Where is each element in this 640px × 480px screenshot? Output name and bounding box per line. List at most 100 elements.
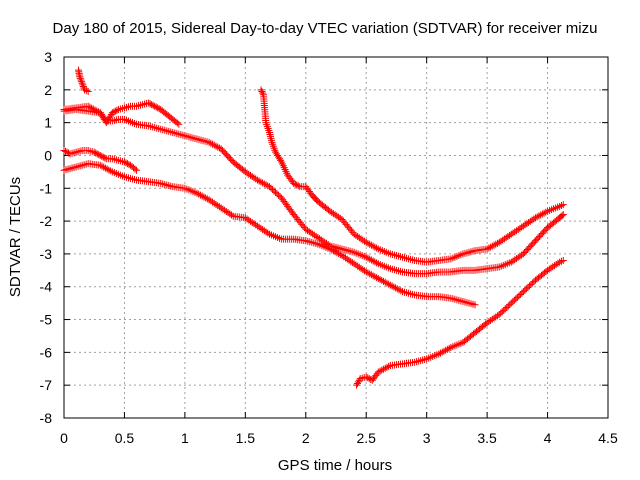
data-point-marker xyxy=(63,148,71,156)
data-point-marker xyxy=(498,308,506,316)
data-point-marker xyxy=(385,362,393,370)
data-point-marker xyxy=(556,258,564,266)
data-point-marker xyxy=(272,188,280,196)
data-point-marker xyxy=(497,309,505,317)
x-tick-label: 4 xyxy=(544,430,552,446)
data-point-marker xyxy=(525,282,533,290)
data-point-marker xyxy=(92,149,100,157)
series-track-1 xyxy=(60,106,567,278)
y-tick-label: -6 xyxy=(40,344,53,360)
data-point-marker xyxy=(76,73,84,81)
data-point-marker xyxy=(512,295,520,303)
x-axis-title: GPS time / hours xyxy=(278,457,392,474)
data-point-marker xyxy=(353,381,361,389)
data-point-marker xyxy=(528,279,536,287)
data-point-marker xyxy=(95,151,103,159)
data-point-marker xyxy=(507,299,515,307)
data-point-marker xyxy=(111,107,119,115)
x-tick-labels: 0 0.5 1 1.5 2 2.5 3 3.5 4 4.5 xyxy=(60,430,618,446)
data-point-marker xyxy=(82,87,90,95)
data-point-marker xyxy=(99,153,107,161)
data-point-marker xyxy=(542,208,550,216)
data-point-marker xyxy=(96,151,104,159)
data-point-marker xyxy=(559,201,567,209)
data-point-marker xyxy=(524,283,532,291)
y-tick-label: -1 xyxy=(40,180,53,196)
data-point-marker xyxy=(516,291,524,299)
y-tick-label: -4 xyxy=(40,279,53,295)
x-tick-label: 2.5 xyxy=(356,430,376,446)
data-point-marker xyxy=(98,152,106,160)
data-point-marker xyxy=(258,87,266,95)
data-point-marker xyxy=(79,81,87,89)
data-point-marker xyxy=(294,182,302,190)
x-tick-label: 1 xyxy=(181,430,189,446)
data-point-marker xyxy=(123,160,131,168)
data-point-marker xyxy=(266,183,274,191)
data-point-marker xyxy=(515,292,523,300)
data-point-marker xyxy=(264,229,272,237)
x-tick-label: 3 xyxy=(423,430,431,446)
y-tick-label: -2 xyxy=(40,213,53,229)
data-point-marker xyxy=(362,373,370,381)
data-point-marker xyxy=(513,293,521,301)
data-point-marker xyxy=(273,190,281,198)
data-point-marker xyxy=(509,298,517,306)
data-point-marker xyxy=(364,374,372,382)
series-track-5 xyxy=(75,66,92,95)
data-point-marker xyxy=(471,301,479,309)
y-axis-title: SDTVAR / TECUs xyxy=(7,177,24,297)
data-point-marker xyxy=(506,301,514,309)
data-point-marker xyxy=(554,259,562,267)
y-tick-label: -8 xyxy=(40,410,53,426)
y-tick-label: 1 xyxy=(44,115,52,131)
data-point-marker xyxy=(519,288,527,296)
data-point-marker xyxy=(291,180,299,188)
data-point-marker xyxy=(152,103,160,111)
data-point-marker xyxy=(149,101,157,109)
data-point-marker xyxy=(557,202,565,210)
data-point-marker xyxy=(107,167,115,175)
x-tick-label: 4.5 xyxy=(598,430,618,446)
y-tick-label: -5 xyxy=(40,312,53,328)
data-point-marker xyxy=(269,186,277,194)
data-point-marker xyxy=(495,311,503,319)
data-point-marker xyxy=(353,380,361,388)
data-point-marker xyxy=(131,165,139,173)
data-point-marker xyxy=(228,211,236,219)
data-point-marker xyxy=(557,257,565,265)
plot-frame xyxy=(63,56,609,419)
series-track-2 xyxy=(60,160,479,309)
data-point-marker xyxy=(397,287,405,295)
data-point-marker xyxy=(293,181,301,189)
axis-ticks xyxy=(63,56,609,419)
data-point-marker xyxy=(79,83,87,91)
series-track-7 xyxy=(353,256,567,389)
data-point-marker xyxy=(173,119,181,127)
data-point-marker xyxy=(259,89,267,97)
data-point-marker xyxy=(503,303,511,311)
data-point-marker xyxy=(101,154,109,162)
data-point-marker xyxy=(556,202,564,210)
data-point-marker xyxy=(445,344,453,352)
data-point-marker xyxy=(277,156,285,164)
data-point-marker xyxy=(151,102,159,110)
data-points xyxy=(60,66,567,389)
data-point-marker xyxy=(133,166,141,174)
x-tick-label: 3.5 xyxy=(477,430,497,446)
data-point-marker xyxy=(60,147,68,155)
data-point-marker xyxy=(354,378,362,386)
data-point-marker xyxy=(521,286,529,294)
data-point-marker xyxy=(90,148,98,156)
series-track-4 xyxy=(60,147,141,174)
y-tick-label: -3 xyxy=(40,246,53,262)
data-point-marker xyxy=(559,256,567,264)
data-point-marker xyxy=(146,100,154,108)
data-point-marker xyxy=(93,150,101,158)
data-point-marker xyxy=(81,86,89,94)
data-point-marker xyxy=(148,101,156,109)
data-point-marker xyxy=(110,108,118,116)
y-tick-labels: 3 2 1 0 -1 -2 -3 -4 -5 -6 -7 -8 xyxy=(40,49,53,426)
data-point-marker xyxy=(257,86,265,94)
